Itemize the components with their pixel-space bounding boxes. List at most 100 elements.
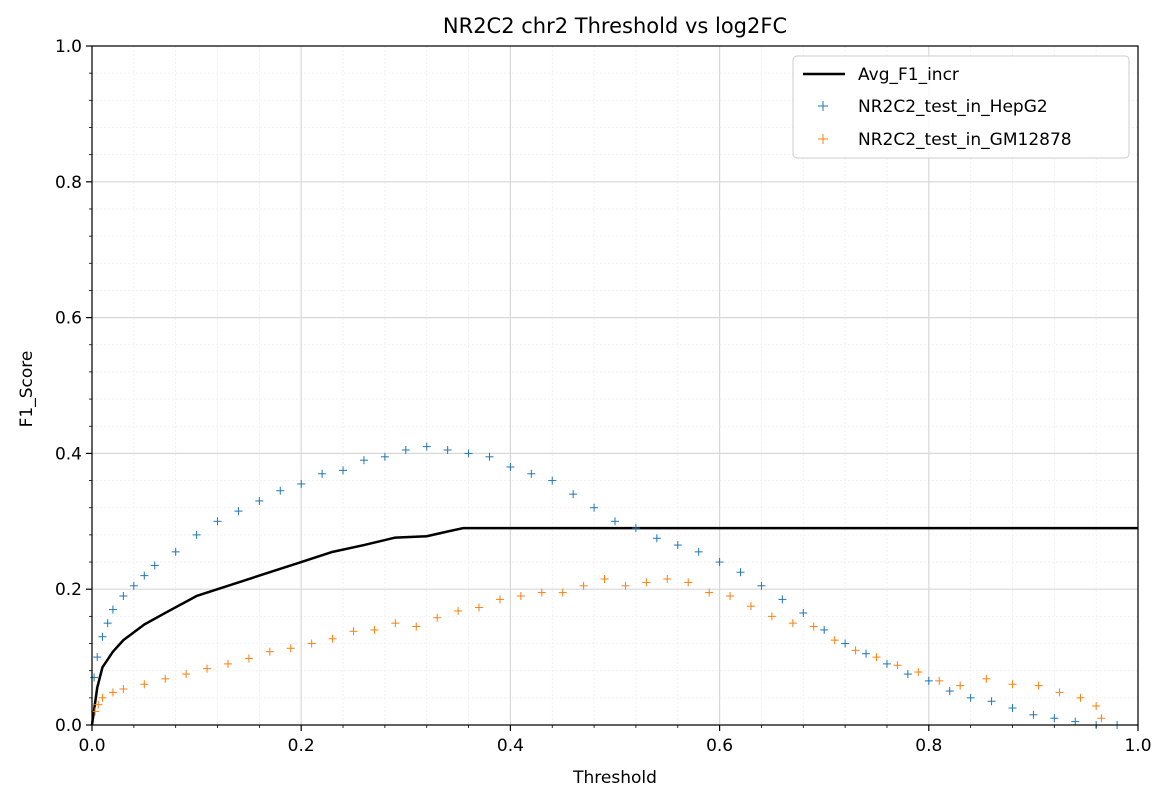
data-point	[956, 681, 965, 690]
data-point	[788, 619, 797, 628]
data-point	[380, 452, 389, 461]
data-point	[182, 670, 191, 679]
data-point	[537, 588, 546, 597]
data-point	[684, 578, 693, 587]
data-point	[93, 653, 102, 662]
data-point	[1034, 681, 1043, 690]
data-point	[391, 619, 400, 628]
data-point	[935, 676, 944, 685]
data-point	[359, 456, 368, 465]
data-point	[297, 479, 306, 488]
data-point	[809, 622, 818, 631]
data-point	[265, 647, 274, 656]
data-point	[548, 476, 557, 485]
data-point	[1071, 717, 1080, 726]
data-point	[757, 581, 766, 590]
x-tick-label: 0.4	[497, 736, 524, 756]
data-point	[527, 469, 536, 478]
data-point	[516, 591, 525, 600]
data-point	[830, 636, 839, 645]
data-point	[914, 668, 923, 677]
y-axis-title: F1_Score	[17, 351, 37, 428]
y-tick-label: 0.2	[55, 580, 82, 600]
data-point	[621, 581, 630, 590]
x-tick-label: 1.0	[1124, 736, 1151, 756]
data-point	[349, 627, 358, 636]
data-point	[223, 659, 232, 668]
data-point	[339, 466, 348, 475]
data-point	[150, 561, 159, 570]
legend-marker-hepg2	[818, 101, 828, 111]
data-point	[778, 595, 787, 604]
data-point	[924, 676, 933, 685]
data-point	[119, 591, 128, 600]
data-point	[987, 697, 996, 706]
y-tick-label: 1.0	[55, 37, 82, 57]
series-line-avg-f1-incr	[90, 526, 1138, 726]
data-point	[443, 446, 452, 455]
x-tick-label: 0.6	[706, 736, 733, 756]
legend-label-gm12878: NR2C2_test_in_GM12878	[858, 130, 1072, 150]
y-tick-label: 0.0	[55, 716, 82, 736]
data-point	[140, 680, 149, 689]
data-point	[103, 619, 112, 628]
y-tick-label: 0.4	[55, 444, 82, 464]
data-point	[736, 568, 745, 577]
data-point	[234, 507, 243, 516]
legend-box	[792, 55, 1130, 159]
data-point	[171, 547, 180, 556]
data-point	[1008, 704, 1017, 713]
data-point	[590, 503, 599, 512]
data-point	[715, 558, 724, 567]
data-point	[108, 688, 117, 697]
data-point	[495, 595, 504, 604]
data-point	[600, 575, 609, 584]
data-point	[307, 639, 316, 648]
x-tick-label: 0.2	[288, 736, 315, 756]
data-point	[982, 674, 991, 683]
legend-marker-gm12878	[818, 134, 828, 144]
data-point	[286, 644, 295, 653]
data-point	[569, 490, 578, 499]
data-point	[903, 670, 912, 679]
data-point	[1055, 688, 1064, 697]
legend-label-hepg2: NR2C2_test_in_HepG2	[858, 97, 1048, 117]
data-point	[767, 612, 776, 621]
data-point	[893, 661, 902, 670]
axes-layer	[86, 45, 1139, 731]
data-point	[663, 575, 672, 584]
data-point	[276, 486, 285, 495]
data-point	[1050, 714, 1059, 723]
data-point	[841, 639, 850, 648]
legend: Avg_F1_incr NR2C2_test_in_HepG2 NR2C2_te…	[792, 55, 1130, 159]
data-point	[945, 687, 954, 696]
data-point	[820, 625, 829, 634]
data-point	[94, 700, 103, 709]
data-point	[966, 693, 975, 702]
data-point	[454, 606, 463, 615]
series-nr2c2-test-in-gm12878	[88, 575, 1106, 729]
x-tick-label: 0.0	[78, 736, 105, 756]
data-point	[652, 534, 661, 543]
data-point	[464, 449, 473, 458]
data-point	[1092, 701, 1101, 710]
data-point	[401, 446, 410, 455]
data-point	[192, 530, 201, 539]
data-point	[422, 442, 431, 451]
data-point	[140, 571, 149, 580]
data-point	[433, 613, 442, 622]
data-point	[705, 588, 714, 597]
data-point	[694, 547, 703, 556]
data-point	[882, 659, 891, 668]
data-point	[108, 605, 117, 614]
data-point	[851, 646, 860, 655]
data-point	[1008, 680, 1017, 689]
x-tick-label: 0.8	[915, 736, 942, 756]
y-tick-label: 0.6	[55, 309, 82, 329]
y-tick-label: 0.8	[55, 173, 82, 193]
data-point	[119, 685, 128, 694]
data-point	[328, 634, 337, 643]
data-point	[579, 581, 588, 590]
data-point	[1076, 693, 1085, 702]
data-point	[642, 578, 651, 587]
